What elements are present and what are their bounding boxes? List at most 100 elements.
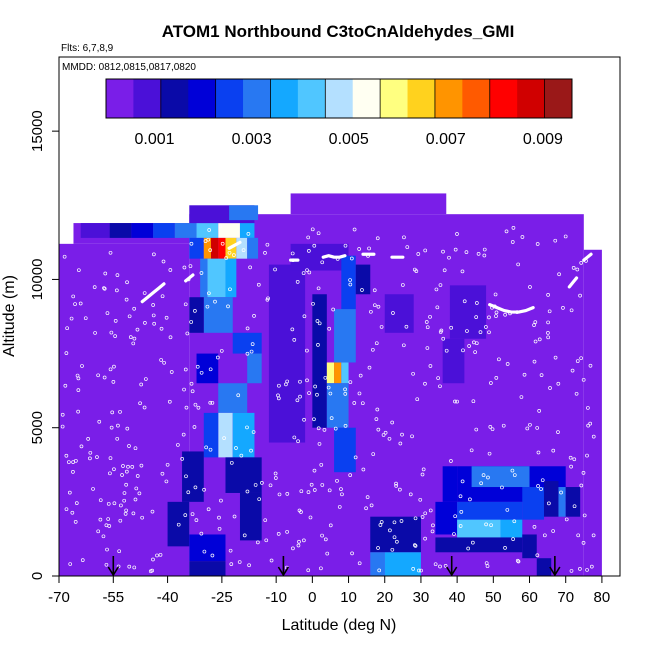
- heatmap-cell: [370, 552, 385, 576]
- sample-dot: [438, 384, 442, 389]
- colorbar-segment: [160, 79, 189, 118]
- colorbar-segment: [407, 79, 436, 118]
- sample-dot: [249, 448, 253, 453]
- sample-dot: [131, 341, 136, 346]
- sample-dot: [162, 360, 166, 365]
- sample-dot: [572, 504, 577, 509]
- sample-dot: [460, 479, 465, 484]
- sample-dot: [350, 551, 354, 556]
- sample-dot: [494, 310, 499, 315]
- sample-dot: [115, 288, 119, 293]
- sample-dot: [184, 474, 188, 479]
- sample-dot: [394, 484, 398, 488]
- sample-dot: [232, 514, 237, 519]
- heatmap-cell: [435, 537, 523, 553]
- sample-dot: [316, 231, 321, 236]
- sample-dot: [411, 371, 415, 376]
- sample-dot: [106, 517, 111, 521]
- sample-dot: [444, 348, 449, 353]
- sample-dot: [183, 367, 188, 372]
- sample-dot: [487, 315, 491, 320]
- heatmap-cells: [59, 193, 602, 576]
- sample-dot: [111, 380, 116, 384]
- sample-dot: [453, 514, 458, 519]
- sample-dot: [310, 227, 315, 232]
- sample-dot: [366, 254, 370, 258]
- sample-dot: [348, 473, 353, 477]
- sample-dot: [348, 380, 353, 384]
- sample-dot: [138, 401, 142, 406]
- sample-dot: [236, 393, 241, 398]
- sample-dot: [183, 513, 188, 517]
- sample-dot: [328, 391, 333, 396]
- sample-dot: [374, 341, 379, 346]
- sample-dot: [360, 288, 364, 292]
- sample-dot: [376, 304, 381, 309]
- sample-dot: [124, 469, 129, 474]
- sample-dot: [120, 473, 124, 477]
- sample-dot: [423, 511, 428, 516]
- sample-dot: [102, 375, 107, 380]
- sample-dot: [134, 486, 139, 491]
- sample-dot: [317, 442, 322, 446]
- sample-dot: [307, 391, 311, 395]
- sample-dot: [581, 377, 586, 382]
- sample-dot: [237, 560, 242, 564]
- sample-dot: [124, 482, 128, 487]
- sample-dot: [401, 343, 406, 348]
- sample-dot: [122, 491, 127, 495]
- sample-dot: [340, 492, 344, 497]
- sample-dot: [390, 547, 395, 552]
- sample-dot: [118, 409, 122, 414]
- sample-dot: [193, 402, 198, 407]
- heatmap-cell: [174, 223, 197, 238]
- sample-dot: [547, 501, 551, 506]
- sample-dot: [546, 335, 550, 340]
- sample-dot: [152, 252, 156, 257]
- sample-dot: [328, 523, 333, 528]
- sample-dot: [405, 245, 410, 249]
- sample-dot: [315, 319, 320, 323]
- sample-dot: [158, 552, 163, 557]
- sample-dot: [112, 364, 116, 369]
- sample-dot: [67, 490, 72, 495]
- heatmap-cell: [196, 353, 219, 384]
- sample-dot: [508, 311, 512, 316]
- sample-dot: [395, 539, 399, 544]
- sample-dot: [219, 349, 224, 353]
- sample-dot: [357, 391, 362, 396]
- y-tick-label: 0: [29, 572, 46, 580]
- sample-dot: [586, 423, 591, 428]
- heatmap-cell: [153, 223, 175, 238]
- sample-dot: [143, 321, 147, 325]
- sample-dot: [247, 563, 251, 568]
- sample-dot: [379, 325, 384, 329]
- sample-dot: [520, 235, 525, 239]
- sample-dot: [128, 335, 133, 339]
- sample-dot: [268, 483, 273, 488]
- sample-dot: [579, 356, 583, 361]
- sample-dot: [412, 543, 417, 547]
- heatmap-cell: [341, 255, 356, 310]
- sample-dot: [204, 445, 208, 450]
- sample-dot: [320, 260, 325, 265]
- colorbar-segment: [297, 79, 326, 118]
- sample-dot: [112, 501, 117, 506]
- sample-dot: [66, 460, 71, 464]
- sample-dot: [430, 529, 435, 534]
- sample-dot: [536, 484, 540, 488]
- sample-dot: [316, 286, 321, 291]
- sample-dot: [76, 388, 81, 392]
- sample-dot: [302, 417, 306, 422]
- sample-dot: [290, 251, 295, 256]
- sample-dot: [109, 330, 114, 335]
- sample-dot: [253, 483, 258, 487]
- sample-dot: [585, 568, 589, 572]
- sample-dot: [578, 293, 582, 298]
- x-tick-label: 50: [485, 589, 502, 606]
- sample-dot: [505, 362, 510, 366]
- sample-dot: [312, 488, 317, 492]
- sample-dot: [192, 425, 197, 429]
- sample-dot: [360, 401, 365, 406]
- sample-dot: [476, 252, 481, 256]
